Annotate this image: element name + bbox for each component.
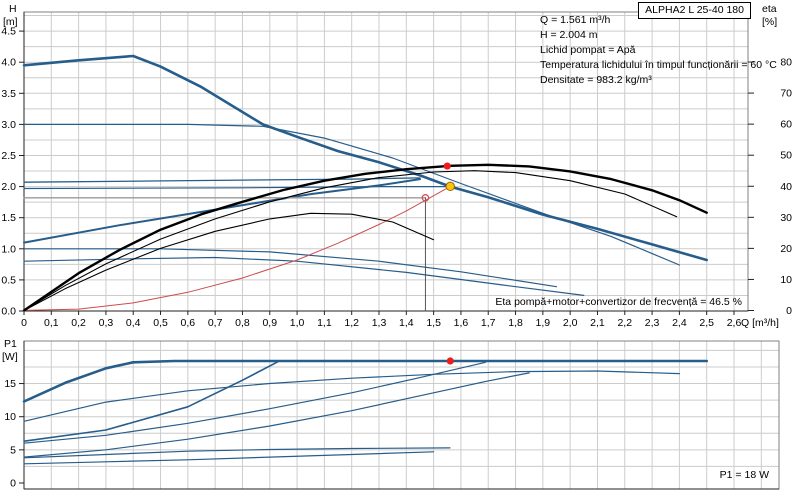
eta-speed-ii-curve bbox=[23, 170, 678, 312]
info-line-flow: Q = 1.561 m³/h bbox=[540, 14, 611, 26]
eta-axis-unit: [%] bbox=[762, 16, 778, 28]
setpoint-marker bbox=[421, 193, 430, 202]
eta-tick-label: 60 bbox=[780, 119, 792, 131]
x-tick-label: 1,8 bbox=[508, 317, 523, 329]
p1-point-marker bbox=[446, 357, 454, 365]
cp-2-curve bbox=[23, 186, 451, 190]
pump-model-title-box: ALPHA2 L 25-40 180 bbox=[638, 2, 751, 19]
info-line-liquid: Lichid pompat = Apă bbox=[540, 44, 636, 56]
eta-tick-label: 0 bbox=[786, 305, 792, 317]
cp-high-curve bbox=[23, 177, 421, 183]
eta-tick-label: 10 bbox=[780, 274, 792, 286]
p1-cp-2-curve bbox=[23, 372, 530, 458]
info-line-density: Densitate = 983.2 kg/m³ bbox=[540, 74, 652, 86]
x-tick-label: 1,4 bbox=[399, 317, 414, 329]
y-tick-label: 1.5 bbox=[1, 212, 16, 224]
eta-tick-label: 30 bbox=[780, 212, 792, 224]
p1-annotation: P1 = 18 W bbox=[719, 469, 769, 481]
eta-speed-iii-curve bbox=[22, 163, 708, 312]
eta-tick-label: 40 bbox=[780, 181, 792, 193]
y-tick-label: 4.5 bbox=[1, 26, 16, 38]
p1-cp-high-curve bbox=[23, 360, 279, 442]
y-tick-label: 0 bbox=[10, 478, 16, 490]
x-tick-label: 2,4 bbox=[672, 317, 687, 329]
x-tick-label: 0,6 bbox=[181, 317, 196, 329]
x-tick-label: 0,5 bbox=[153, 317, 168, 329]
eta-tick-label: 80 bbox=[780, 57, 792, 69]
y-tick-label: 2.5 bbox=[1, 150, 16, 162]
eta-axis-title: eta bbox=[762, 3, 777, 15]
eta-annotation: Eta pompă+motor+convertizor de frecvență… bbox=[495, 296, 742, 308]
x-tick-label: 1,7 bbox=[481, 317, 496, 329]
x-tick-label: 0,7 bbox=[208, 317, 223, 329]
x-tick-label: 1,0 bbox=[290, 317, 305, 329]
eta-tick-label: 20 bbox=[780, 243, 792, 255]
x-tick-label: 2,3 bbox=[645, 317, 660, 329]
h-axis-unit: [m] bbox=[3, 16, 18, 28]
y-tick-label: 0.0 bbox=[1, 306, 16, 318]
x-tick-label: 0,1 bbox=[44, 317, 59, 329]
x-tick-label: 0,8 bbox=[235, 317, 250, 329]
h-axis-title: H bbox=[9, 3, 17, 15]
x-tick-label: 0,2 bbox=[71, 317, 86, 329]
speed-ii-curve bbox=[23, 123, 680, 266]
efficiency-point-marker bbox=[443, 162, 451, 170]
speed-iii-curve bbox=[22, 54, 708, 262]
p1-axis-title: P1 bbox=[4, 338, 17, 350]
eta-speed-i-curve bbox=[23, 212, 435, 312]
x-tick-label: 1,2 bbox=[344, 317, 359, 329]
p1-speed-ii-curve bbox=[23, 370, 680, 422]
x-tick-label: 0 bbox=[21, 317, 27, 329]
x-tick-label: 2,2 bbox=[617, 317, 632, 329]
x-tick-label: 2,1 bbox=[590, 317, 605, 329]
y-tick-label: 5 bbox=[10, 444, 16, 456]
pp-2-curve bbox=[23, 178, 421, 244]
eta-tick-label: 70 bbox=[780, 88, 792, 100]
info-block: Q = 1.561 m³/h H = 2.004 m Lichid pompat… bbox=[540, 13, 777, 88]
y-tick-label: 3.0 bbox=[1, 119, 16, 131]
x-tick-label: 1,6 bbox=[454, 317, 469, 329]
system-curve bbox=[23, 185, 451, 311]
x-tick-label: 1,9 bbox=[536, 317, 551, 329]
p1-pp-1-curve bbox=[23, 451, 435, 465]
head-chart: 0 0,1 0,2 0,3 0,4 0,5 0,6 0,7 0,8 0,9 1,0 1,1 1,2 1,3… bbox=[1, 11, 792, 329]
y-tick-label: 4.0 bbox=[1, 57, 16, 69]
y-tick-label: 3.5 bbox=[1, 88, 16, 100]
x-tick-label: 1,1 bbox=[317, 317, 332, 329]
eta-tick-label: 50 bbox=[780, 150, 792, 162]
x-tick-label: 1,5 bbox=[426, 317, 441, 329]
speed-i-curve bbox=[23, 248, 558, 288]
x-tick-label: 2,5 bbox=[699, 317, 714, 329]
info-line-temperature: Temperatura lichidului în timpul funcțio… bbox=[540, 59, 777, 71]
y-tick-label: 2.0 bbox=[1, 181, 16, 193]
info-line-head: H = 2.004 m bbox=[540, 29, 598, 41]
p1-pp-2-curve bbox=[23, 361, 487, 444]
p1-speed-iii-curve bbox=[22, 359, 708, 403]
y-tick-label: 15 bbox=[4, 378, 16, 390]
p1-speed-i-curve bbox=[23, 447, 451, 459]
duty-point-marker bbox=[445, 181, 455, 192]
y-tick-label: 1.0 bbox=[1, 243, 16, 255]
power-chart: 0 5 10 15 bbox=[4, 340, 780, 490]
x-tick-label: 2,0 bbox=[563, 317, 578, 329]
y-tick-label: 0.5 bbox=[1, 274, 16, 286]
x-tick-label: 1,3 bbox=[372, 317, 387, 329]
y-tick-label: 10 bbox=[4, 411, 16, 423]
x-tick-label: 0,4 bbox=[126, 317, 141, 329]
q-axis-unit: Q [m³/h] bbox=[741, 317, 779, 329]
x-tick-label: 2,6 bbox=[727, 317, 742, 329]
x-tick-label: 0,9 bbox=[262, 317, 277, 329]
x-tick-label: 0,3 bbox=[99, 317, 114, 329]
p1-axis-unit: [W] bbox=[2, 351, 18, 363]
